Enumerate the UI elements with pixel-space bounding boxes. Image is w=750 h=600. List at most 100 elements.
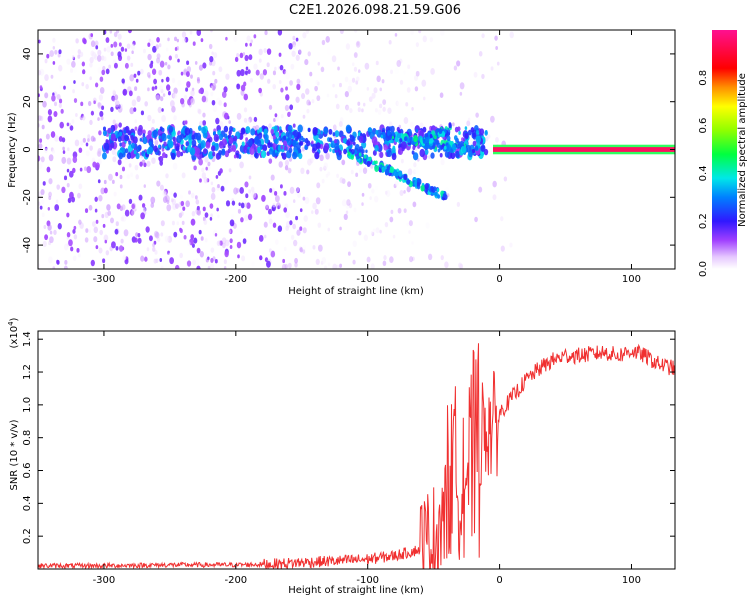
- colorbar-tick-label: 0.0: [698, 261, 709, 277]
- spectrogram-cell: [212, 70, 216, 76]
- spectrogram-cell: [223, 102, 227, 108]
- spectrogram-cell: [314, 208, 319, 215]
- spectrogram-cell: [181, 31, 187, 38]
- spectrogram-cell: [155, 231, 160, 239]
- spectrogram-cell: [307, 51, 311, 57]
- spectrogram-cell: [110, 43, 114, 48]
- spectrogram-cell: [209, 55, 214, 63]
- spectrogram-cell: [321, 256, 327, 264]
- snr-multiplier-base: (x10: [9, 326, 20, 349]
- spectrogram-cell: [121, 141, 126, 148]
- spectrogram-cell: [384, 222, 389, 228]
- spectrogram-cell: [96, 149, 102, 157]
- spectrogram-cell: [272, 134, 276, 140]
- spectrogram-cell: [98, 194, 103, 202]
- spectrogram-cell: [189, 30, 193, 35]
- spectrogram-cell: [181, 220, 185, 225]
- spectrogram-cell: [292, 44, 297, 50]
- spectrogram-cell: [230, 213, 235, 219]
- spectrogram-cell: [195, 199, 200, 205]
- spectrogram-cell: [207, 265, 211, 269]
- spectrogram-cell: [241, 141, 245, 147]
- spectrogram-cell: [409, 121, 414, 128]
- spectrogram-cell: [233, 135, 238, 142]
- spectrogram-cell: [138, 194, 143, 201]
- spectrogram-cell: [44, 74, 49, 81]
- spectrogram-cell: [125, 148, 129, 154]
- spectrogram-cell: [170, 198, 174, 203]
- spectrogram-cell: [87, 134, 91, 139]
- spectrogram-cell: [301, 93, 306, 100]
- spectrogram-cell: [106, 204, 111, 211]
- spectrogram-cell: [439, 92, 444, 98]
- spectrogram-cell: [390, 125, 395, 133]
- spectrogram-cell: [262, 69, 268, 76]
- spectrogram-cell: [193, 237, 198, 244]
- spectrogram-cell: [138, 124, 143, 132]
- snr-series-line: [38, 343, 675, 569]
- spectrogram-cell: [258, 58, 262, 63]
- spectrogram-cell: [140, 255, 145, 262]
- spectrogram-cell: [382, 260, 387, 267]
- spectrogram-cell: [102, 129, 107, 137]
- spectrogram-cell: [55, 41, 59, 47]
- spectrogram-cell: [124, 134, 129, 142]
- spectrogram-cell: [306, 108, 310, 114]
- spectrogram-cell: [121, 78, 125, 84]
- spectrogram-cell: [171, 152, 176, 160]
- spectrogram-cell: [118, 152, 124, 160]
- spectrogram-cell: [48, 256, 53, 264]
- spectrogram-cell: [63, 266, 68, 269]
- spectrogram-cell: [50, 74, 54, 79]
- spectrogram-cell: [113, 191, 117, 197]
- spectrogram-cell: [425, 222, 430, 229]
- spectrogram-cell: [326, 47, 332, 55]
- spectrogram-cell: [278, 52, 282, 57]
- spectrogram-cell: [58, 136, 63, 142]
- spectrogram-cell: [38, 143, 43, 149]
- spectrogram-cell: [174, 36, 178, 42]
- spectrogram-cell: [339, 263, 343, 268]
- spectrogram-cell: [204, 238, 208, 243]
- spectrogram-cell: [419, 143, 422, 148]
- spectrogram-cell: [86, 166, 92, 174]
- spectrogram-cell: [168, 140, 174, 149]
- spectrogram-cell: [366, 160, 371, 168]
- spectrogram-cell: [320, 130, 324, 135]
- spectrogram-cell: [194, 258, 200, 266]
- spectrogram-cell: [240, 217, 244, 223]
- spectrogram-cell: [320, 66, 325, 73]
- spectrogram-cell: [167, 64, 171, 70]
- spectrogram-cell: [186, 60, 190, 65]
- spectrogram-cell: [39, 85, 43, 90]
- spectrogram-cell: [236, 154, 239, 159]
- spectrogram-cell: [459, 91, 463, 96]
- spectrogram-cell: [88, 229, 92, 233]
- spectrogram-cell: [335, 103, 340, 110]
- spectrogram-cell: [41, 212, 45, 218]
- spectrogram-cell: [224, 112, 229, 120]
- spectrogram-cell: [290, 63, 295, 70]
- spectrogram-cell: [202, 112, 206, 118]
- spectrogram-cell: [93, 226, 98, 234]
- spectrogram-cell: [264, 137, 269, 144]
- spectrogram-cell: [47, 224, 52, 231]
- spectrogram-cell: [196, 30, 202, 36]
- spectrogram-cell: [345, 210, 349, 215]
- spectrogram-cell: [117, 159, 122, 166]
- spectrogram-cell: [218, 100, 223, 106]
- spectrogram-cell: [281, 152, 284, 157]
- spectrogram-cell: [408, 220, 413, 227]
- spectrogram-cell: [143, 184, 146, 188]
- spectrogram-cell: [348, 79, 352, 86]
- spectrogram-cell: [162, 190, 167, 197]
- spectrogram-cell: [168, 55, 172, 61]
- spectrogram-cell: [52, 45, 56, 50]
- spectrogram-cell: [71, 54, 75, 59]
- spectrogram-cell: [350, 169, 354, 175]
- spectrogram-cell: [184, 120, 188, 125]
- spectrogram-cell: [453, 65, 458, 71]
- spectrogram-cell: [368, 156, 372, 161]
- spectrogram-cell: [101, 69, 106, 76]
- spectrogram-cell: [302, 114, 306, 119]
